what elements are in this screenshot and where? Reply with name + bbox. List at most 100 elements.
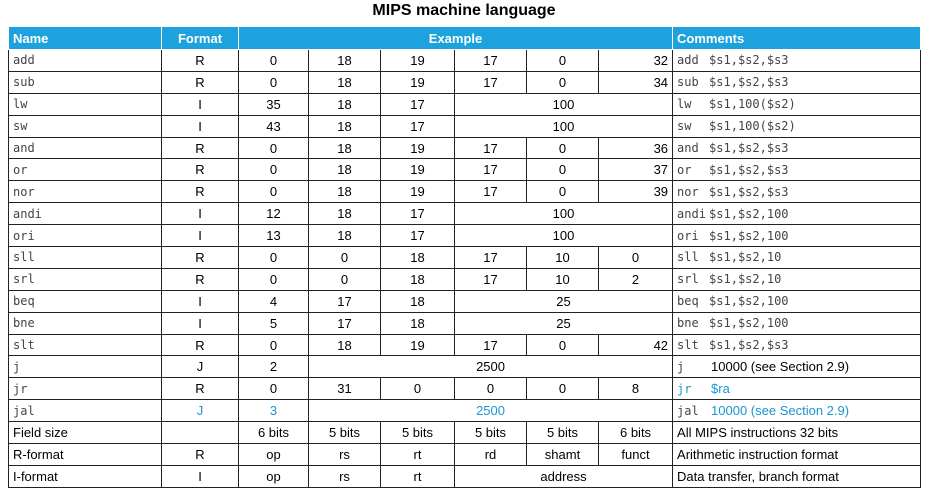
comment-op: srl — [677, 272, 699, 287]
comment: bne $s1,$s2,100 — [672, 311, 922, 335]
comment-op: jr — [677, 382, 692, 397]
field-funct: 39 — [597, 180, 674, 204]
comment: lw $s1,100($s2) — [672, 92, 922, 116]
r-format-cell: rs — [308, 443, 381, 466]
table-row: jr R 0 31 0 0 0 8 jr $ra — [8, 377, 922, 401]
comment: j 10000 (see Section 2.9) — [672, 355, 922, 379]
comment-op: add — [677, 53, 699, 68]
table-row: nor R 0 18 19 17 0 39 nor $s1,$s2,$s3 — [8, 180, 922, 204]
comment: or $s1,$s2,$s3 — [672, 158, 922, 182]
table-row: bne I 5 17 18 25 bne $s1,$s2,100 — [8, 311, 922, 335]
instruction-name: jal — [8, 399, 162, 423]
field-op: 0 — [238, 70, 309, 94]
r-format-cell: shamt — [526, 443, 599, 466]
field-rs: 18 — [308, 92, 381, 116]
instruction-name: beq — [8, 289, 162, 313]
field-rt: 18 — [380, 246, 455, 269]
field-rs: 18 — [308, 114, 381, 138]
comment-args: $s1,$s2,100 — [709, 206, 789, 221]
instruction-name: nor — [8, 180, 162, 204]
comment: and $s1,$s2,$s3 — [672, 136, 922, 160]
field-rt: 19 — [380, 49, 455, 72]
field-rt: 19 — [380, 136, 455, 160]
field-shamt: 0 — [526, 136, 599, 160]
comment-op: slt — [677, 338, 699, 353]
field-target: 2500 — [307, 399, 674, 423]
field-funct: 42 — [597, 333, 674, 357]
comment-op: beq — [677, 294, 699, 309]
field-rs: 18 — [308, 180, 381, 204]
comment: sll $s1,$s2,10 — [672, 246, 922, 269]
comment-args: $ra — [711, 381, 730, 397]
field-size-cell: 6 bits — [238, 421, 309, 445]
field-rs: 18 — [308, 333, 381, 357]
field-rd: 17 — [454, 333, 527, 357]
field-op: 35 — [238, 92, 309, 116]
field-rt: 19 — [380, 70, 455, 94]
table-row: lw I 35 18 17 100 lw $s1,100($s2) — [8, 92, 922, 116]
field-rd: 0 — [454, 377, 527, 401]
comment-op: lw — [677, 97, 692, 112]
table-row: beq I 4 17 18 25 beq $s1,$s2,100 — [8, 289, 922, 313]
field-shamt: 0 — [526, 158, 599, 182]
field-size-cell: 5 bits — [454, 421, 527, 445]
field-op: 5 — [238, 311, 309, 335]
table-row: srl R 0 0 18 17 10 2 srl $s1,$s2,10 — [8, 267, 922, 291]
field-rs: 18 — [308, 70, 381, 94]
comment-args: 10000 (see Section 2.9) — [711, 359, 850, 375]
field-funct: 32 — [597, 49, 674, 72]
field-funct: 0 — [597, 246, 674, 269]
r-format-cell: op — [238, 443, 309, 466]
instruction-name: ori — [8, 224, 162, 248]
field-size-cell: 5 bits — [526, 421, 599, 445]
field-op: 0 — [238, 180, 309, 204]
field-funct: 8 — [597, 377, 674, 401]
i-format-label: I-format — [8, 464, 162, 488]
field-funct: 34 — [597, 70, 674, 94]
comment-args: $s1,$s2,100 — [709, 228, 789, 243]
field-rs: 0 — [308, 246, 381, 269]
instruction-format: R — [161, 158, 239, 182]
instruction-name: j — [8, 355, 162, 379]
field-op: 13 — [238, 224, 309, 248]
instruction-format: R — [161, 267, 239, 291]
instruction-format: J — [161, 399, 239, 423]
table-row: j J 2 2500 j 10000 (see Section 2.9) — [8, 355, 922, 379]
field-op: 0 — [238, 136, 309, 160]
page-title: MIPS machine language — [372, 2, 556, 19]
field-immediate: 100 — [453, 92, 674, 116]
comment-args: $s1,100($s2) — [709, 97, 796, 112]
mips-machine-language-table: Name Format Example Comments add R 0 18 … — [8, 26, 922, 488]
field-immediate: 100 — [453, 114, 674, 138]
comment-args: $s1,100($s2) — [709, 119, 796, 134]
i-format-comment: Data transfer, branch format — [672, 464, 922, 488]
instruction-name: sw — [8, 114, 162, 138]
instruction-format: R — [161, 333, 239, 357]
table-row: sw I 43 18 17 100 sw $s1,100($s2) — [8, 114, 922, 138]
field-shamt: 0 — [526, 70, 599, 94]
field-rt: 18 — [380, 267, 455, 291]
field-op: 0 — [238, 267, 309, 291]
instruction-format: I — [161, 92, 239, 116]
comment-args: 10000 (see Section 2.9) — [711, 403, 850, 419]
field-op: 0 — [238, 377, 309, 401]
field-rd: 17 — [454, 267, 527, 291]
field-rs: 18 — [308, 49, 381, 72]
field-rt: 19 — [380, 180, 455, 204]
field-rt: 19 — [380, 333, 455, 357]
instruction-format: R — [161, 70, 239, 94]
comment-op: j — [677, 360, 685, 375]
table-row: ori I 13 18 17 100 ori $s1,$s2,100 — [8, 224, 922, 248]
instruction-format: J — [161, 355, 239, 379]
instruction-name: lw — [8, 92, 162, 116]
comment-args: $s1,$s2,$s3 — [709, 75, 789, 90]
comment: sw $s1,100($s2) — [672, 114, 922, 138]
instruction-name: and — [8, 136, 162, 160]
i-format-cell: op — [238, 464, 309, 488]
field-rd: 17 — [454, 246, 527, 269]
field-op: 12 — [238, 202, 309, 226]
instruction-format: R — [161, 246, 239, 269]
field-op: 43 — [238, 114, 309, 138]
field-op: 0 — [238, 246, 309, 269]
instruction-format: R — [161, 49, 239, 72]
